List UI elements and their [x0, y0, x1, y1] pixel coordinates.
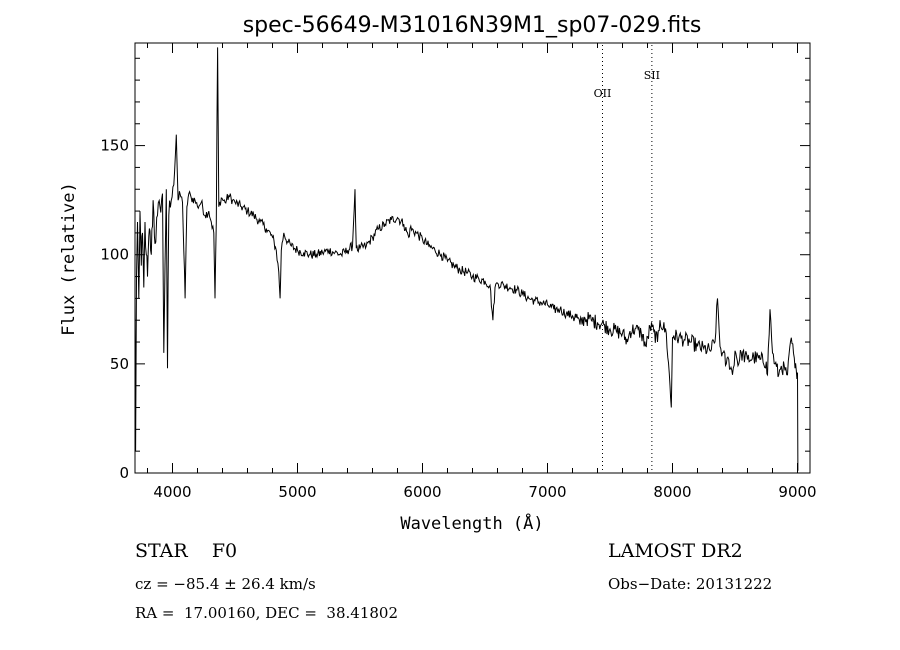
x-tick-labels: 4000 5000 6000 7000 8000 9000: [153, 483, 816, 501]
y-tick-label: 150: [100, 137, 129, 155]
x-tick-label: 5000: [278, 483, 316, 501]
survey-label: LAMOST DR2: [608, 540, 743, 562]
x-tick-label: 6000: [403, 483, 441, 501]
plot-frame: [134, 42, 811, 474]
y-tick-label: 50: [110, 355, 129, 373]
x-tick-label: 8000: [653, 483, 691, 501]
marker-label-oii: OII: [594, 87, 612, 100]
marker-label-sii: SII: [644, 69, 660, 82]
object-class-label: STAR F0: [135, 540, 238, 562]
y-tick-label: 0: [119, 464, 129, 482]
y-tick-label: 100: [100, 246, 129, 264]
redshift-velocity-label: cz = −85.4 ± 26.4 km/s: [135, 575, 316, 593]
chart-title: spec-56649-M31016N39M1_sp07-029.fits: [243, 13, 702, 38]
x-axis-label: Wavelength (Å): [400, 512, 543, 534]
axis-ticks: [135, 43, 810, 474]
observation-date-label: Obs−Date: 20131222: [608, 575, 773, 593]
emission-line-markers: OII SII: [594, 45, 660, 473]
spectrum-line: [134, 47, 799, 471]
y-axis-label: Flux (relative): [59, 182, 79, 336]
y-tick-labels: 0 50 100 150: [100, 137, 129, 482]
x-tick-label: 7000: [528, 483, 566, 501]
coordinates-label: RA = 17.00160, DEC = 38.41802: [135, 604, 399, 622]
x-tick-label: 9000: [778, 483, 816, 501]
x-tick-label: 4000: [153, 483, 191, 501]
